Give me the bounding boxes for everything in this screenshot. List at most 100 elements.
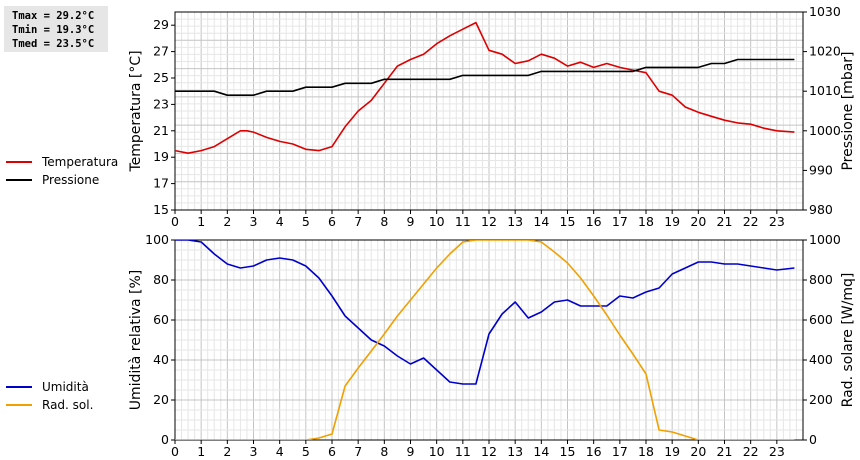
x-tick-label: 14 <box>533 214 549 229</box>
y-tick-label: 17 <box>153 176 169 191</box>
y-tick-label: 19 <box>153 149 169 164</box>
x-tick-label: 7 <box>354 214 362 229</box>
x-tick-label: 18 <box>638 444 654 459</box>
x-tick-label: 5 <box>302 444 310 459</box>
y-axis-title: Temperatura [°C] <box>128 50 144 172</box>
stat-tmax: Tmax = 29.2°C <box>12 10 95 22</box>
series-umidita <box>175 240 795 385</box>
legend-item-temperatura: Temperatura <box>6 153 118 171</box>
legend-item-pressione: Pressione <box>6 171 118 189</box>
legend-label-pressione: Pressione <box>42 173 100 187</box>
y2-axis-title: Pressione [mbar] <box>840 51 856 170</box>
x-tick-label: 11 <box>455 214 471 229</box>
y-tick-label: 100 <box>145 232 169 247</box>
x-tick-label: 3 <box>250 444 258 459</box>
y2-tick-label: 1020 <box>809 44 841 59</box>
x-tick-label: 1 <box>197 444 205 459</box>
x-tick-label: 9 <box>407 444 415 459</box>
x-tick-label: 23 <box>769 214 785 229</box>
x-tick-label: 5 <box>302 214 310 229</box>
stats-box: Tmax = 29.2°C Tmin = 19.3°C Tmed = 23.5°… <box>4 6 108 52</box>
y-tick-label: 21 <box>153 123 169 138</box>
x-tick-label: 18 <box>638 214 654 229</box>
legend-swatch-umidita <box>6 386 32 388</box>
x-tick-label: 21 <box>717 214 733 229</box>
y-axis-title: Umidità relativa [%] <box>128 270 144 411</box>
legend-swatch-temperatura <box>6 161 32 163</box>
x-tick-label: 12 <box>481 444 497 459</box>
y-tick-label: 27 <box>153 44 169 59</box>
legend-swatch-pressione <box>6 179 32 181</box>
series-rad-sol <box>175 240 795 440</box>
y2-tick-label: 1030 <box>809 4 841 19</box>
x-tick-label: 8 <box>380 444 388 459</box>
x-tick-label: 16 <box>586 444 602 459</box>
legend-label-umidita: Umidità <box>42 380 89 394</box>
x-tick-label: 0 <box>171 214 179 229</box>
y2-tick-label: 990 <box>809 162 833 177</box>
y-tick-label: 23 <box>153 96 169 111</box>
y2-tick-label: 980 <box>809 202 833 217</box>
x-tick-label: 0 <box>171 444 179 459</box>
legend-swatch-rad-sol <box>6 404 32 406</box>
x-tick-label: 13 <box>507 214 523 229</box>
x-tick-label: 10 <box>429 444 445 459</box>
x-tick-label: 22 <box>743 214 759 229</box>
x-tick-label: 12 <box>481 214 497 229</box>
x-tick-label: 19 <box>664 214 680 229</box>
x-tick-label: 20 <box>690 214 706 229</box>
x-tick-label: 19 <box>664 444 680 459</box>
x-tick-label: 15 <box>560 444 576 459</box>
y-tick-label: 60 <box>153 312 169 327</box>
x-tick-label: 6 <box>328 444 336 459</box>
y-tick-label: 80 <box>153 272 169 287</box>
y-tick-label: 25 <box>153 70 169 85</box>
legend-top: Temperatura Pressione <box>6 153 118 189</box>
chart-panel-1: 0 1 2 3 4 5 6 7 8 9 10 11 12 13 14 15 16 17 18 19 20 21 22 2315… <box>128 4 856 229</box>
x-tick-label: 20 <box>690 444 706 459</box>
x-tick-label: 15 <box>560 214 576 229</box>
y2-axis-title: Rad. solare [W/mq] <box>840 273 856 408</box>
y2-tick-label: 1000 <box>809 232 841 247</box>
x-tick-label: 3 <box>250 214 258 229</box>
y2-tick-label: 600 <box>809 312 833 327</box>
x-tick-label: 22 <box>743 444 759 459</box>
y2-tick-label: 1010 <box>809 83 841 98</box>
x-tick-label: 7 <box>354 444 362 459</box>
series-pressione <box>175 58 795 96</box>
stat-tmin: Tmin = 19.3°C <box>12 24 95 36</box>
x-tick-label: 16 <box>586 214 602 229</box>
x-tick-label: 23 <box>769 444 785 459</box>
x-tick-label: 17 <box>612 444 628 459</box>
x-tick-label: 14 <box>533 444 549 459</box>
x-tick-label: 4 <box>276 214 284 229</box>
x-tick-label: 10 <box>429 214 445 229</box>
x-tick-label: 2 <box>223 214 231 229</box>
y-tick-label: 29 <box>153 17 169 32</box>
x-tick-label: 21 <box>717 444 733 459</box>
y2-tick-label: 400 <box>809 352 833 367</box>
x-tick-label: 8 <box>380 214 388 229</box>
y2-tick-label: 0 <box>809 432 817 447</box>
stat-tmed: Tmed = 23.5°C <box>12 38 95 50</box>
x-tick-label: 6 <box>328 214 336 229</box>
x-tick-label: 4 <box>276 444 284 459</box>
y2-tick-label: 1000 <box>809 123 841 138</box>
legend-bottom: Umidità Rad. sol. <box>6 378 93 414</box>
x-tick-label: 11 <box>455 444 471 459</box>
legend-item-rad-sol: Rad. sol. <box>6 396 93 414</box>
y-tick-label: 40 <box>153 352 169 367</box>
series-temperatura <box>175 21 795 154</box>
x-tick-label: 2 <box>223 444 231 459</box>
y-tick-label: 20 <box>153 392 169 407</box>
y2-tick-label: 800 <box>809 272 833 287</box>
x-tick-label: 13 <box>507 444 523 459</box>
y-tick-label: 0 <box>161 432 169 447</box>
legend-label-temperatura: Temperatura <box>42 155 119 169</box>
chart-panel-2: 0 1 2 3 4 5 6 7 8 9 10 11 12 13 14 15 16 17 18 19 20 21 22 2302… <box>128 232 856 459</box>
legend-label-rad-sol: Rad. sol. <box>42 398 94 412</box>
y-tick-label: 15 <box>153 202 169 217</box>
y2-tick-label: 200 <box>809 392 833 407</box>
x-tick-label: 17 <box>612 214 628 229</box>
